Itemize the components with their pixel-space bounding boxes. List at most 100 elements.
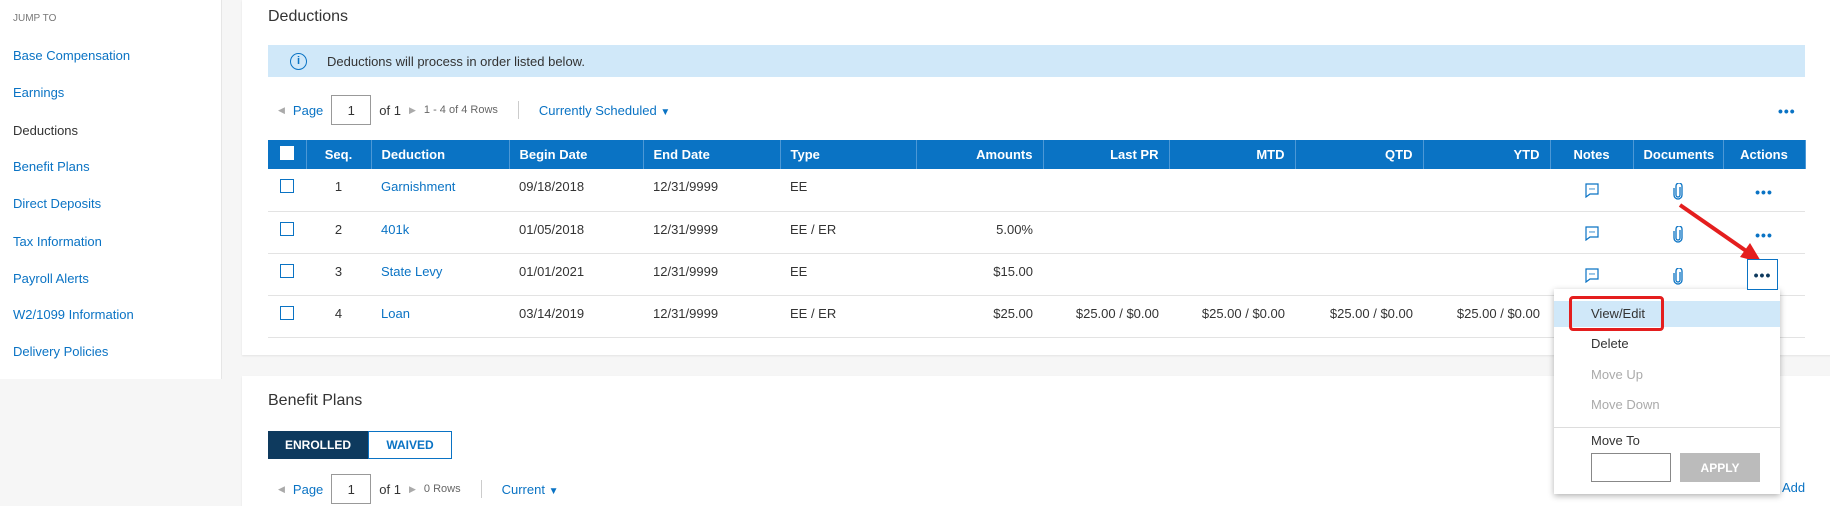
prev-page-icon[interactable]: ◀	[278, 104, 285, 115]
sidebar-item-payroll-alerts[interactable]: Payroll Alerts	[13, 271, 89, 286]
mtd-cell	[1169, 169, 1295, 212]
col-mtd[interactable]: MTD	[1169, 140, 1296, 169]
qtd-cell	[1295, 169, 1423, 212]
benefit-plans-title: Benefit Plans	[268, 392, 363, 409]
sidebar-item-benefit-plans[interactable]: Benefit Plans	[13, 159, 90, 174]
table-row: 2 401k 01/05/2018 12/31/9999 EE / ER 5.0…	[268, 211, 1805, 254]
deduction-name-link[interactable]: Garnishment	[371, 169, 509, 212]
ytd-cell	[1423, 211, 1550, 254]
tab-waived[interactable]: WAIVED	[368, 431, 452, 459]
schedule-filter-label: Currently Scheduled	[538, 102, 657, 118]
col-begin-date[interactable]: Begin Date	[509, 140, 644, 169]
begin-date-cell: 01/01/2021	[509, 253, 643, 296]
type-cell: EE	[780, 169, 916, 212]
table-row: 3 State Levy 01/01/2021 12/31/9999 EE $1…	[268, 253, 1805, 296]
col-notes: Notes	[1550, 140, 1634, 169]
seq-cell: 3	[306, 253, 371, 296]
sidebar-item-direct-deposits[interactable]: Direct Deposits	[13, 196, 102, 211]
last-pr-cell: $25.00 / $0.00	[1043, 295, 1169, 338]
last-pr-cell	[1043, 169, 1169, 212]
sidebar-item-w2-1099-information[interactable]: W2/1099 Information	[13, 307, 134, 322]
begin-date-cell: 01/05/2018	[509, 211, 643, 254]
page-label: Page	[292, 481, 324, 497]
row-count: 1 - 4 of 4 Rows	[423, 104, 498, 116]
deductions-title: Deductions	[268, 8, 349, 25]
add-benefit-link[interactable]: Add	[1782, 480, 1806, 495]
tab-enrolled[interactable]: ENROLLED	[268, 431, 368, 459]
seq-cell: 1	[306, 169, 371, 212]
select-all-checkbox[interactable]	[268, 140, 307, 169]
paperclip-icon[interactable]	[1633, 253, 1723, 296]
end-date-cell: 12/31/9999	[643, 211, 780, 254]
sidebar-item-delivery-policies[interactable]: Delivery Policies	[13, 344, 109, 359]
type-cell: EE	[780, 253, 916, 296]
table-options-ellipsis-icon[interactable]: •••	[1778, 103, 1796, 119]
col-qtd[interactable]: QTD	[1295, 140, 1424, 169]
move-to-label: Move To	[1591, 433, 1640, 448]
sidebar-item-deductions[interactable]: Deductions	[13, 123, 79, 138]
row-checkbox[interactable]	[268, 169, 306, 212]
page-of: of 1	[379, 481, 401, 497]
col-end-date[interactable]: End Date	[643, 140, 781, 169]
row-checkbox[interactable]	[268, 211, 306, 254]
move-to-input[interactable]	[1591, 453, 1671, 482]
row-checkbox[interactable]	[268, 295, 306, 338]
qtd-cell: $25.00 / $0.00	[1295, 295, 1423, 338]
row-checkbox[interactable]	[268, 253, 306, 296]
col-documents: Documents	[1633, 140, 1724, 169]
apply-button[interactable]: APPLY	[1680, 453, 1760, 482]
benefit-plans-pager: ◀ Page 1 of 1 ▶ 0 Rows Current ▼	[278, 474, 558, 504]
col-deduction[interactable]: Deduction	[371, 140, 510, 169]
highlight-box-annotation	[1569, 296, 1664, 331]
info-text: Deductions will process in order listed …	[327, 53, 585, 69]
ytd-cell: $25.00 / $0.00	[1423, 295, 1550, 338]
col-actions: Actions	[1723, 140, 1806, 169]
ytd-cell	[1423, 169, 1550, 212]
deduction-name-link[interactable]: 401k	[371, 211, 509, 254]
last-pr-cell	[1043, 253, 1169, 296]
mtd-cell	[1169, 211, 1295, 254]
deduction-name-link[interactable]: Loan	[371, 295, 509, 338]
page-input[interactable]: 1	[331, 95, 372, 125]
mtd-cell: $25.00 / $0.00	[1169, 295, 1295, 338]
mtd-cell	[1169, 253, 1295, 296]
amount-cell	[916, 169, 1043, 212]
paperclip-icon[interactable]	[1633, 169, 1723, 212]
prev-page-icon[interactable]: ◀	[278, 483, 285, 494]
table-row: 4 Loan 03/14/2019 12/31/9999 EE / ER $25…	[268, 295, 1805, 338]
col-amounts[interactable]: Amounts	[916, 140, 1044, 169]
amount-cell: 5.00%	[916, 211, 1043, 254]
col-last-pr[interactable]: Last PR	[1043, 140, 1170, 169]
sidebar-item-earnings[interactable]: Earnings	[13, 85, 65, 100]
next-page-icon[interactable]: ▶	[408, 483, 416, 494]
row-actions-button[interactable]: •••	[1723, 169, 1805, 212]
notes-icon[interactable]	[1550, 169, 1633, 212]
qtd-cell	[1295, 253, 1423, 296]
current-filter-dropdown[interactable]: Current ▼	[502, 482, 559, 497]
next-page-icon[interactable]: ▶	[408, 104, 416, 115]
col-seq[interactable]: Seq.	[306, 140, 372, 169]
current-filter-label: Current	[501, 481, 545, 497]
sidebar-item-tax-information[interactable]: Tax Information	[13, 234, 102, 249]
col-ytd[interactable]: YTD	[1423, 140, 1551, 169]
ellipsis-icon: •••	[1753, 266, 1772, 283]
page-input[interactable]: 1	[331, 474, 372, 504]
notes-icon[interactable]	[1550, 211, 1633, 254]
caret-down-icon: ▼	[548, 485, 559, 497]
begin-date-cell: 03/14/2019	[509, 295, 643, 338]
menu-divider	[1554, 427, 1780, 428]
paperclip-icon[interactable]	[1633, 211, 1723, 254]
col-type[interactable]: Type	[780, 140, 917, 169]
deduction-name-link[interactable]: State Levy	[371, 253, 509, 296]
schedule-filter-dropdown[interactable]: Currently Scheduled ▼	[539, 103, 670, 118]
menu-item-move-down: Move Down	[1591, 397, 1660, 412]
jump-to-sidebar: JUMP TO Base Compensation Earnings Deduc…	[0, 0, 222, 379]
menu-item-view-edit[interactable]: View/Edit	[1554, 301, 1780, 327]
end-date-cell: 12/31/9999	[643, 253, 780, 296]
menu-item-delete[interactable]: Delete	[1591, 336, 1629, 351]
sidebar-item-base-compensation[interactable]: Base Compensation	[13, 48, 131, 63]
row-3-actions-button-active[interactable]: •••	[1747, 259, 1778, 290]
notes-icon[interactable]	[1550, 253, 1633, 296]
jump-to-heading: JUMP TO	[13, 13, 57, 24]
type-cell: EE / ER	[780, 211, 916, 254]
